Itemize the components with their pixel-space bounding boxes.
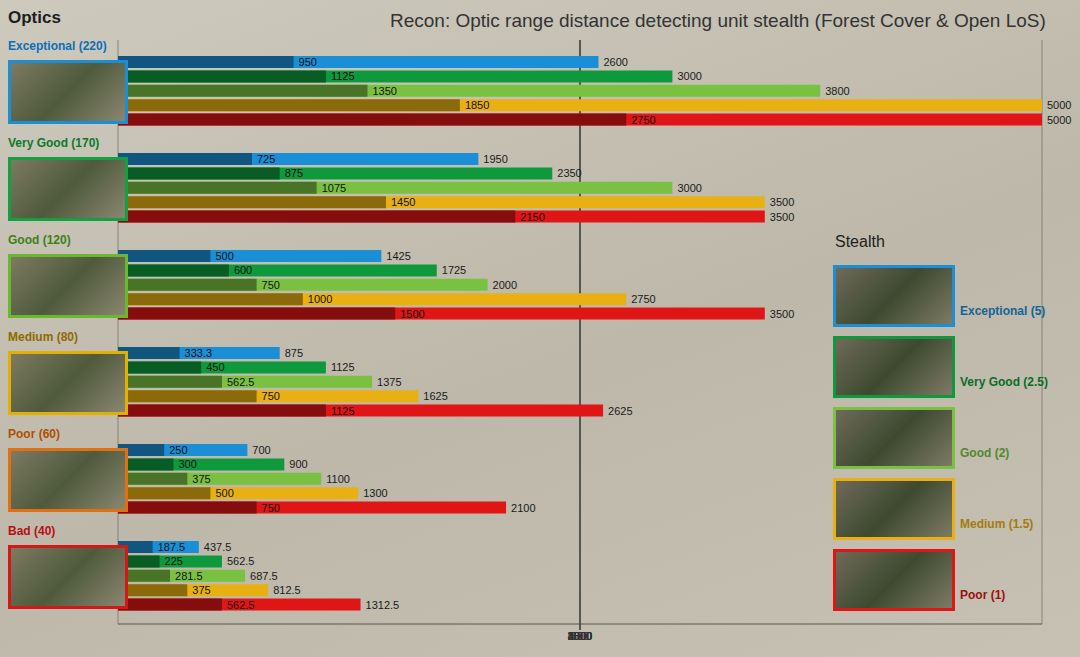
svg-text:281.5: 281.5 (175, 570, 203, 582)
svg-text:187.5: 187.5 (158, 541, 186, 553)
svg-text:1312.5: 1312.5 (366, 599, 400, 611)
svg-text:1350: 1350 (372, 85, 396, 97)
svg-text:3000: 3000 (568, 630, 592, 642)
html-text:Medium (80): Medium (80) (8, 330, 78, 344)
html-text:Poor (1): Poor (1) (960, 588, 1006, 602)
svg-text:1100: 1100 (326, 473, 350, 485)
svg-text:2600: 2600 (603, 56, 627, 68)
svg-text:562.5: 562.5 (227, 376, 255, 388)
html-text:Optics: Optics (8, 8, 61, 27)
svg-text:950: 950 (299, 56, 317, 68)
svg-text:333.3: 333.3 (185, 347, 213, 359)
svg-text:250: 250 (169, 444, 187, 456)
svg-text:562.5: 562.5 (227, 599, 255, 611)
svg-text:2750: 2750 (631, 293, 655, 305)
svg-text:300: 300 (178, 458, 196, 470)
svg-text:687.5: 687.5 (250, 570, 278, 582)
svg-text:3500: 3500 (770, 211, 794, 223)
svg-text:1500: 1500 (568, 630, 592, 642)
svg-text:2150: 2150 (520, 211, 544, 223)
html-text:Bad (40): Bad (40) (8, 524, 56, 538)
html-text:Poor (60): Poor (60) (8, 427, 60, 441)
svg-text:2000: 2000 (568, 630, 592, 642)
svg-text:375: 375 (192, 584, 210, 596)
svg-text:3800: 3800 (825, 85, 849, 97)
svg-text:600: 600 (234, 264, 252, 276)
svg-text:1425: 1425 (386, 250, 410, 262)
svg-text:1375: 1375 (377, 376, 401, 388)
svg-text:1125: 1125 (331, 405, 355, 417)
svg-text:4000: 4000 (568, 630, 592, 642)
svg-text:750: 750 (262, 502, 280, 514)
svg-text:1500: 1500 (400, 308, 424, 320)
svg-text:5000: 5000 (1047, 114, 1071, 126)
html-text:Exceptional (220): Exceptional (220) (8, 39, 107, 53)
svg-text:1300: 1300 (363, 487, 387, 499)
svg-text:1075: 1075 (322, 182, 346, 194)
svg-text:3000: 3000 (677, 182, 701, 194)
svg-text:1850: 1850 (465, 99, 489, 111)
svg-text:1725: 1725 (442, 264, 466, 276)
svg-text:2350: 2350 (557, 167, 581, 179)
svg-text:875: 875 (285, 347, 303, 359)
svg-text:562.5: 562.5 (227, 555, 255, 567)
svg-text:900: 900 (289, 458, 307, 470)
svg-text:1000: 1000 (308, 293, 332, 305)
svg-text:3500: 3500 (568, 630, 592, 642)
svg-text:500: 500 (215, 487, 233, 499)
html-text:Exceptional (5): Exceptional (5) (960, 304, 1046, 318)
svg-text:750: 750 (262, 390, 280, 402)
html-text:Medium (1.5): Medium (1.5) (960, 517, 1034, 531)
svg-text:812.5: 812.5 (273, 584, 301, 596)
svg-text:725: 725 (257, 153, 275, 165)
svg-text:3000: 3000 (677, 70, 701, 82)
svg-text:2750: 2750 (631, 114, 655, 126)
svg-text:225: 225 (165, 555, 183, 567)
html-text:Recon: Optic range distance de: Recon: Optic range distance detecting un… (390, 10, 1046, 31)
svg-text:1950: 1950 (483, 153, 507, 165)
svg-text:500: 500 (215, 250, 233, 262)
svg-text:450: 450 (206, 361, 224, 373)
svg-text:2500: 2500 (568, 630, 592, 642)
svg-text:375: 375 (192, 473, 210, 485)
svg-text:4500: 4500 (568, 630, 592, 642)
svg-text:2000: 2000 (493, 279, 517, 291)
svg-text:3500: 3500 (770, 196, 794, 208)
html-text:Stealth: Stealth (835, 233, 885, 250)
svg-text:5000: 5000 (568, 630, 592, 642)
svg-text:1450: 1450 (391, 196, 415, 208)
html-text:Very Good (2.5): Very Good (2.5) (960, 375, 1048, 389)
html-text:Good (2): Good (2) (960, 446, 1010, 460)
svg-text:5000: 5000 (1047, 99, 1071, 111)
svg-text:1000: 1000 (568, 630, 592, 642)
svg-text:875: 875 (285, 167, 303, 179)
svg-text:2625: 2625 (608, 405, 632, 417)
html-text:Good (120): Good (120) (8, 233, 71, 247)
svg-text:2100: 2100 (511, 502, 535, 514)
svg-text:750: 750 (262, 279, 280, 291)
svg-text:1125: 1125 (331, 70, 355, 82)
svg-text:1625: 1625 (423, 390, 447, 402)
svg-text:1125: 1125 (331, 361, 355, 373)
svg-text:3500: 3500 (770, 308, 794, 320)
html-text:Very Good (170): Very Good (170) (8, 136, 100, 150)
svg-text:700: 700 (252, 444, 270, 456)
svg-text:437.5: 437.5 (204, 541, 232, 553)
